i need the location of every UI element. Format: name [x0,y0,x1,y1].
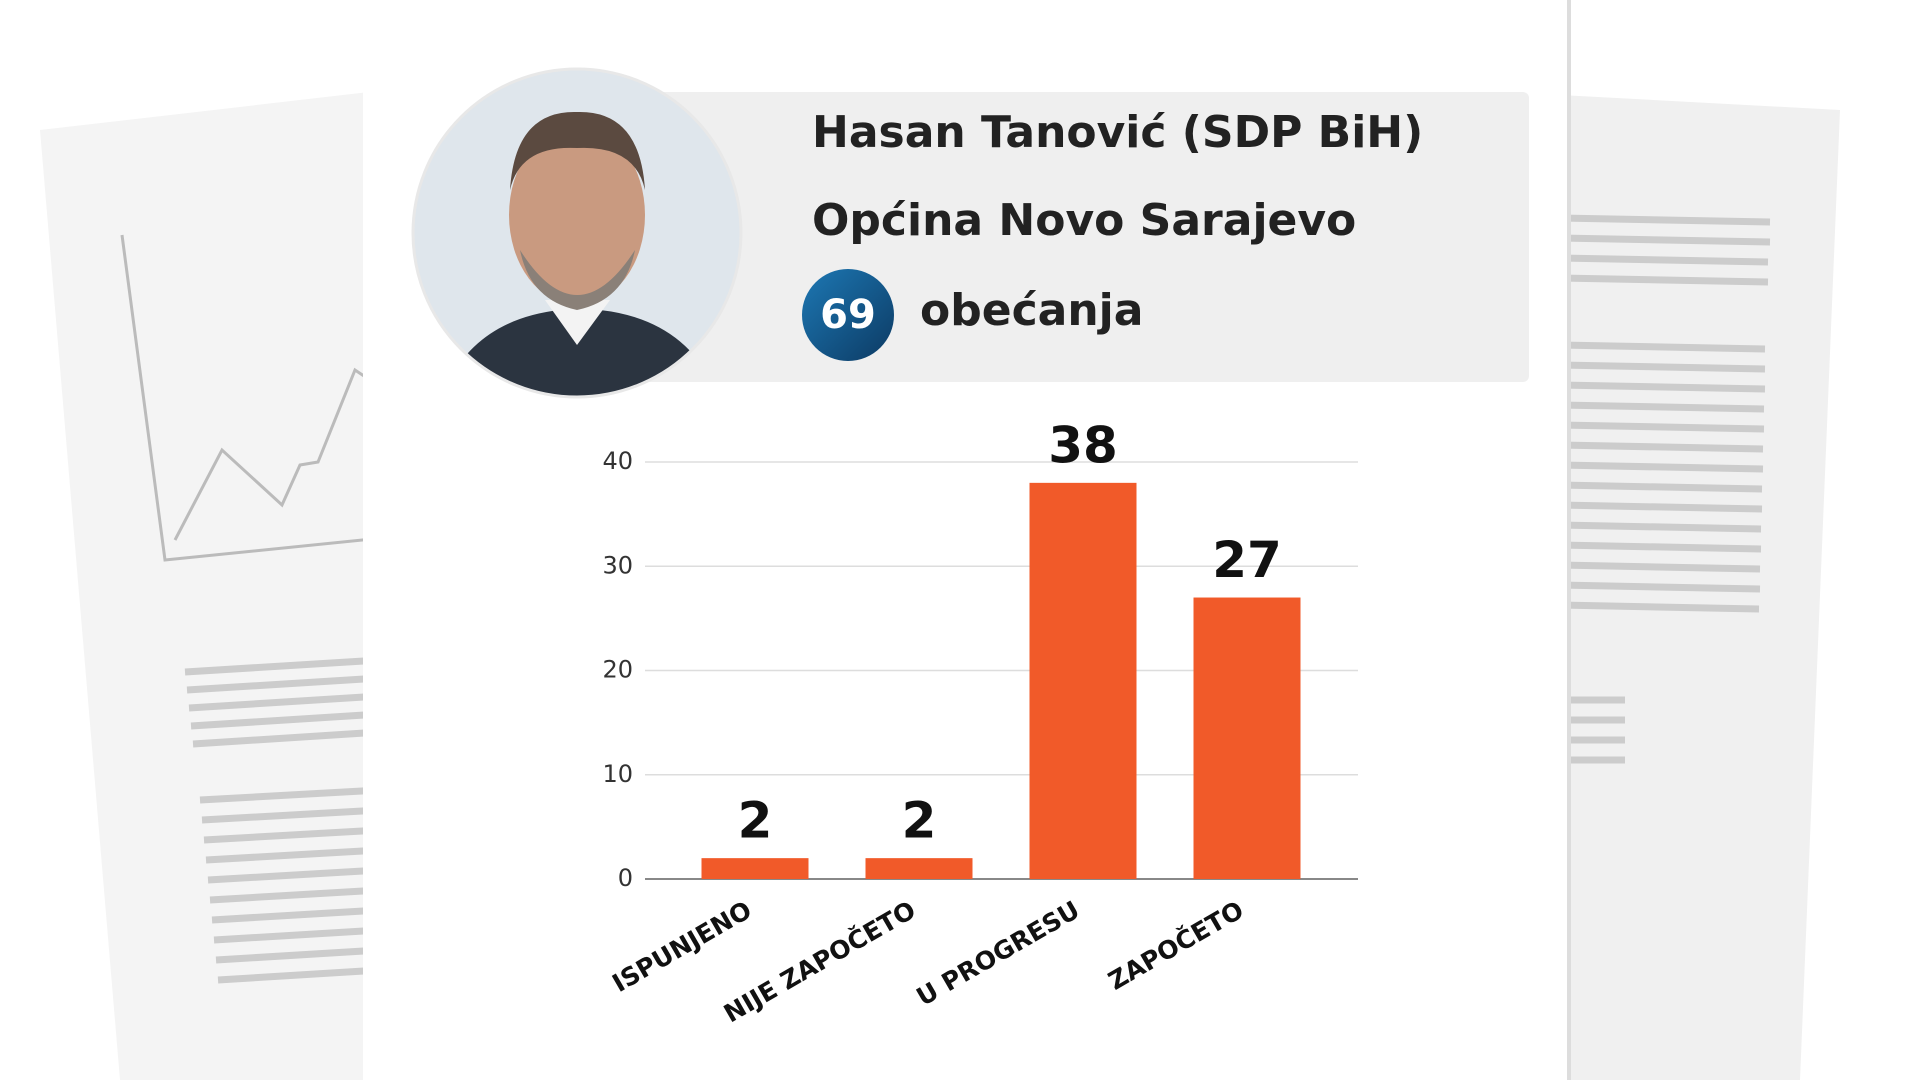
name: Hasan Tanović (SDP BiH) [812,107,1423,158]
bar [1029,482,1137,879]
value-label: 27 [1212,531,1282,589]
badge-number: 69 [820,292,876,338]
y-tick-label: 30 [602,551,633,579]
y-tick-label: 10 [602,760,633,788]
value-label: 38 [1048,416,1118,474]
photo [413,69,741,397]
photo-frame [411,67,743,399]
y-tick-label: 0 [618,864,633,892]
bar [701,858,809,879]
badge-label: obećanja [920,285,1143,336]
bar [1193,597,1301,879]
municipality: Općina Novo Sarajevo [812,195,1356,246]
bar [865,858,973,879]
value-label: 2 [902,792,937,850]
y-tick-label: 20 [602,656,633,684]
value-label: 2 [738,792,773,850]
y-tick-label: 40 [602,447,633,475]
badge [802,269,894,361]
